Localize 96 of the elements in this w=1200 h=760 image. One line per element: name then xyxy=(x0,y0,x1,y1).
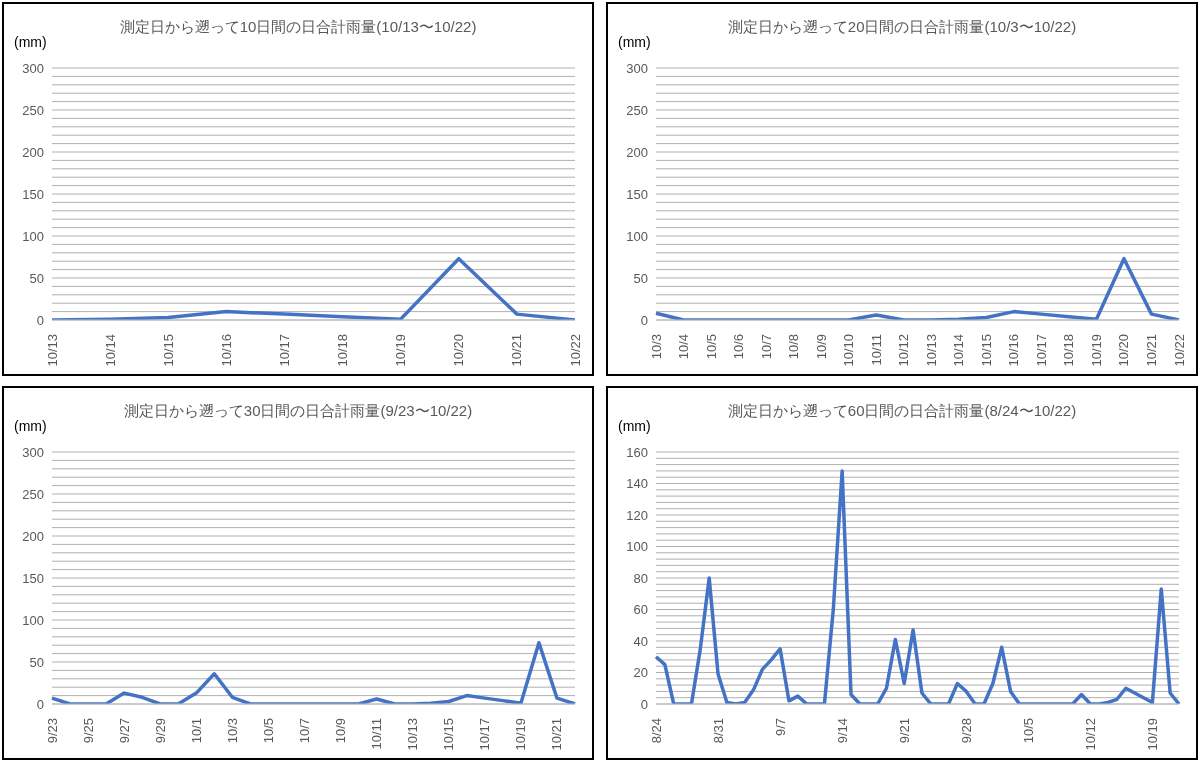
y-tick-label: 120 xyxy=(626,507,648,523)
y-tick-label: 200 xyxy=(22,144,44,160)
x-tick-label: 10/11 xyxy=(868,334,884,366)
y-axis-title: (mm) xyxy=(618,418,651,434)
x-tick-label: 10/4 xyxy=(676,334,692,360)
x-tick-label: 9/23 xyxy=(44,718,60,744)
x-tick-label: 10/9 xyxy=(813,334,829,360)
x-tick-label: 9/21 xyxy=(896,718,912,744)
y-tick-label: 300 xyxy=(22,60,44,76)
x-tick-label: 9/29 xyxy=(152,718,168,744)
x-tick-label: 10/3 xyxy=(648,334,664,360)
y-axis-title: (mm) xyxy=(14,34,47,50)
line-series xyxy=(654,469,1181,704)
x-tick-label: 10/7 xyxy=(296,718,312,744)
y-tick-label: 60 xyxy=(633,602,648,618)
x-tick-label: 9/27 xyxy=(116,718,132,744)
x-tick-label: 10/14 xyxy=(102,334,118,367)
x-tick-label: 10/21 xyxy=(549,718,565,751)
x-tick-label: 10/16 xyxy=(218,334,234,367)
x-tick-label: 10/21 xyxy=(1143,334,1159,367)
y-tick-label: 160 xyxy=(626,444,648,460)
y-tick-label: 0 xyxy=(36,312,44,328)
y-axis-title: (mm) xyxy=(14,418,47,434)
y-tick-label: 150 xyxy=(22,186,44,202)
x-tick-label: 9/28 xyxy=(958,718,974,744)
line-series xyxy=(50,256,577,320)
y-tick-label: 250 xyxy=(22,486,44,502)
x-tick-label: 8/24 xyxy=(648,718,664,744)
x-tick-label: 10/12 xyxy=(896,334,912,367)
x-tick-label: 10/15 xyxy=(160,334,176,367)
y-tick-label: 300 xyxy=(22,444,44,460)
y-tick-label: 200 xyxy=(626,144,648,160)
y-tick-label: 140 xyxy=(626,476,648,492)
x-tick-label: 10/17 xyxy=(477,718,493,751)
y-tick-label: 100 xyxy=(626,539,648,555)
x-tick-label: 10/10 xyxy=(841,334,857,367)
x-tick-label: 10/5 xyxy=(703,334,719,360)
y-tick-label: 50 xyxy=(29,654,44,670)
x-tick-label: 10/19 xyxy=(1144,718,1160,751)
x-tick-label: 8/31 xyxy=(710,718,726,744)
x-tick-label: 10/20 xyxy=(451,334,467,367)
x-tick-label: 10/1 xyxy=(188,718,204,744)
line-series xyxy=(50,640,577,704)
x-tick-label: 10/7 xyxy=(758,334,774,360)
x-tick-label: 10/19 xyxy=(513,718,529,751)
x-tick-label: 10/22 xyxy=(567,334,583,367)
x-tick-label: 10/20 xyxy=(1116,334,1132,367)
x-tick-label: 10/16 xyxy=(1006,334,1022,367)
y-tick-label: 150 xyxy=(626,186,648,202)
y-tick-label: 300 xyxy=(626,60,648,76)
line-series xyxy=(654,256,1181,320)
y-tick-label: 250 xyxy=(22,102,44,118)
y-tick-label: 150 xyxy=(22,570,44,586)
chart-title: 測定日から遡って30日間の日合計雨量(9/23〜10/22) xyxy=(123,402,473,419)
x-tick-label: 10/22 xyxy=(1171,334,1187,367)
x-tick-label: 10/18 xyxy=(335,334,351,367)
x-tick-label: 10/8 xyxy=(786,334,802,360)
y-tick-label: 50 xyxy=(633,270,648,286)
x-tick-label: 10/17 xyxy=(276,334,292,367)
y-axis-title: (mm) xyxy=(618,34,651,50)
x-tick-label: 10/12 xyxy=(1082,718,1098,751)
x-tick-label: 9/14 xyxy=(834,718,850,744)
x-tick-label: 10/14 xyxy=(951,334,967,367)
x-tick-label: 10/21 xyxy=(509,334,525,367)
x-tick-label: 10/3 xyxy=(224,718,240,744)
y-tick-label: 40 xyxy=(633,633,648,649)
x-tick-label: 10/9 xyxy=(333,718,349,744)
y-tick-label: 100 xyxy=(22,228,44,244)
y-tick-label: 50 xyxy=(29,270,44,286)
x-tick-label: 10/17 xyxy=(1033,334,1049,367)
x-tick-label: 9/7 xyxy=(772,718,788,737)
y-tick-label: 0 xyxy=(640,696,648,712)
y-tick-label: 250 xyxy=(626,102,648,118)
x-tick-label: 10/13 xyxy=(44,334,60,367)
x-tick-label: 10/18 xyxy=(1061,334,1077,367)
x-tick-label: 10/5 xyxy=(260,718,276,744)
x-tick-label: 10/5 xyxy=(1020,718,1036,744)
x-tick-label: 10/15 xyxy=(978,334,994,367)
y-tick-label: 20 xyxy=(633,665,648,681)
y-tick-label: 100 xyxy=(22,612,44,628)
y-tick-label: 0 xyxy=(640,312,648,328)
x-tick-label: 10/11 xyxy=(369,718,385,750)
x-tick-label: 10/19 xyxy=(393,334,409,367)
x-tick-label: 10/13 xyxy=(405,718,421,751)
x-tick-label: 10/6 xyxy=(731,334,747,360)
chart-title: 測定日から遡って20日間の日合計雨量(10/3〜10/22) xyxy=(727,18,1077,35)
x-tick-label: 9/25 xyxy=(80,718,96,744)
x-tick-label: 10/15 xyxy=(441,718,457,751)
chart-title: 測定日から遡って60日間の日合計雨量(8/24〜10/22) xyxy=(727,402,1077,419)
y-tick-label: 100 xyxy=(626,228,648,244)
y-tick-label: 200 xyxy=(22,528,44,544)
x-tick-label: 10/19 xyxy=(1088,334,1104,367)
x-tick-label: 10/13 xyxy=(923,334,939,367)
y-tick-label: 0 xyxy=(36,696,44,712)
y-tick-label: 80 xyxy=(633,570,648,586)
chart-title: 測定日から遡って10日間の日合計雨量(10/13〜10/22) xyxy=(119,18,477,35)
